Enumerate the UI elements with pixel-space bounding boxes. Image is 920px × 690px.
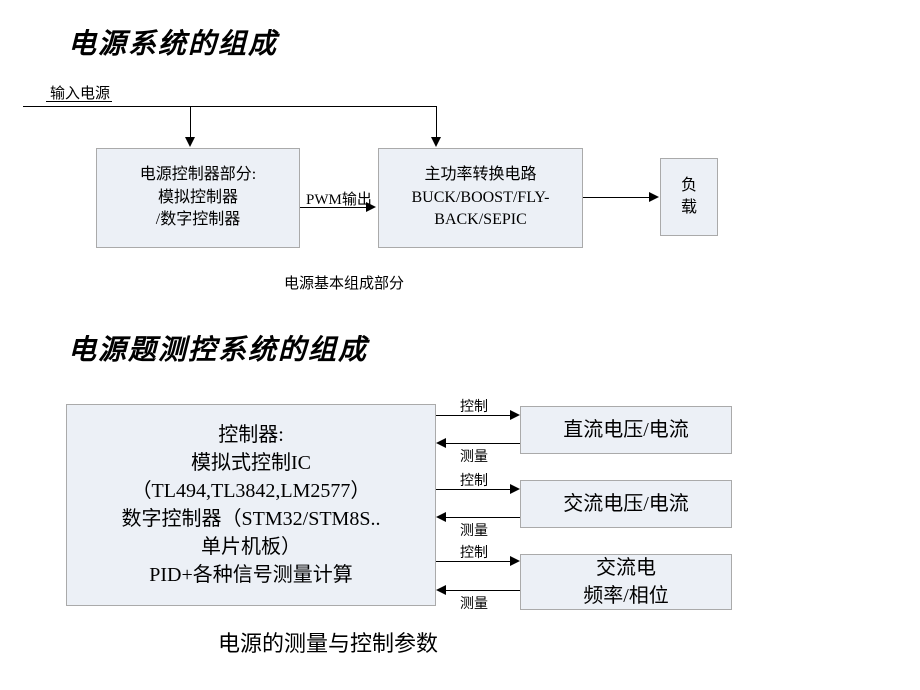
controller-line1: 电源控制器部分: [140, 164, 256, 186]
controller-box: 电源控制器部分: 模拟控制器 /数字控制器 [96, 148, 300, 248]
meas-label-2: 测量 [460, 520, 488, 540]
load-line [583, 197, 649, 198]
converter-line2: BUCK/BOOST/FLY- [412, 187, 550, 209]
ctrl-arrow-3 [510, 556, 520, 566]
load-arrow [649, 192, 659, 202]
meas-label-1: 测量 [460, 446, 488, 466]
title-control-system: 电源题测控系统的组成 [68, 328, 368, 368]
ctrl-big-l6: PID+各种信号测量计算 [149, 561, 353, 589]
down-arrow-2 [431, 137, 441, 147]
ctrl-big-l1: 控制器: [218, 421, 284, 449]
meas-arrow-1 [436, 438, 446, 448]
ctrl-big-l2: 模拟式控制IC [191, 449, 311, 477]
caption-2: 电源的测量与控制参数 [218, 626, 438, 658]
dc-box-text: 直流电压/电流 [563, 416, 689, 444]
input-power-label: 输入电源 [50, 82, 110, 103]
dc-voltage-current-box: 直流电压/电流 [520, 406, 732, 454]
load-box: 负 载 [660, 158, 718, 236]
meas-arrow-2 [436, 512, 446, 522]
ctrl-label-2: 控制 [460, 470, 488, 490]
meas-label-3: 测量 [460, 593, 488, 613]
down-arrow-1 [185, 137, 195, 147]
input-hline [23, 106, 437, 107]
ctrl-big-l5: 单片机板） [201, 533, 301, 561]
input-underline [46, 101, 112, 102]
converter-box: 主功率转换电路 BUCK/BOOST/FLY- BACK/SEPIC [378, 148, 583, 248]
load-line1: 负 [681, 175, 697, 197]
pwm-label: PWM输出 [306, 188, 372, 209]
ctrl-label-1: 控制 [460, 396, 488, 416]
title-power-system: 电源系统的组成 [68, 22, 278, 62]
meas-line-1 [446, 443, 520, 444]
down-line-2 [436, 107, 437, 137]
meas-line-2 [446, 517, 520, 518]
ctrl-arrow-1 [510, 410, 520, 420]
caption-1: 电源基本组成部分 [284, 272, 404, 293]
down-line-1 [190, 107, 191, 137]
ac-voltage-current-box: 交流电压/电流 [520, 480, 732, 528]
meas-arrow-3 [436, 585, 446, 595]
controller-line3: /数字控制器 [156, 209, 240, 231]
controller-line2: 模拟控制器 [158, 187, 238, 209]
ctrl-big-l3: （TL494,TL3842,LM2577） [132, 477, 371, 505]
controller-big-box: 控制器: 模拟式控制IC （TL494,TL3842,LM2577） 数字控制器… [66, 404, 436, 606]
ctrl-arrow-2 [510, 484, 520, 494]
ac-box-text: 交流电压/电流 [563, 490, 689, 518]
ctrl-label-3: 控制 [460, 542, 488, 562]
meas-line-3 [446, 590, 520, 591]
ctrl-big-l4: 数字控制器（STM32/STM8S.. [122, 505, 381, 533]
ac-freq-phase-box: 交流电 频率/相位 [520, 554, 732, 610]
converter-line3: BACK/SEPIC [434, 209, 526, 231]
load-line2: 载 [681, 197, 697, 219]
acfp-box-text: 交流电 频率/相位 [583, 554, 669, 610]
converter-line1: 主功率转换电路 [424, 164, 536, 186]
